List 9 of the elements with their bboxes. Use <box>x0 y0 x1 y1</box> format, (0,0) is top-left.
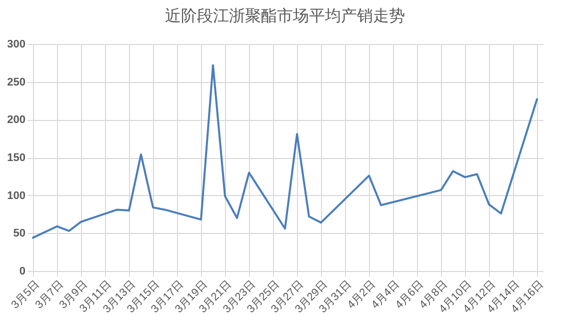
y-tick-label: 200 <box>7 114 26 126</box>
line-series <box>32 64 538 239</box>
chart-title: 近阶段江浙聚酯市场平均产销走势 <box>165 6 405 25</box>
y-tick-label: 0 <box>19 266 26 278</box>
y-tick-label: 100 <box>7 190 26 202</box>
y-tick-label: 250 <box>7 76 26 88</box>
y-tick-label: 50 <box>13 228 26 240</box>
y-tick-label: 300 <box>7 38 26 50</box>
y-tick-label: 150 <box>7 152 26 164</box>
